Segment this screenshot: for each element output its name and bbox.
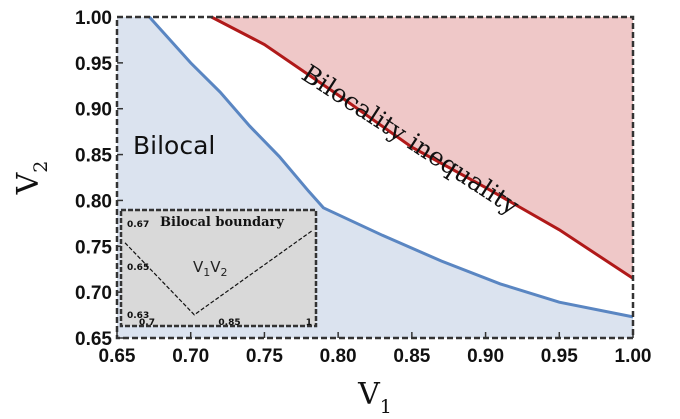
x-tick-label: 0.85 xyxy=(393,346,430,367)
y-axis-label: V2 xyxy=(11,161,52,196)
inset-ticks: 0.7 0.85 1 0.67 0.65 0.63 xyxy=(127,220,312,328)
inset-y-tick-label: 0.63 xyxy=(127,311,149,321)
inset-title: Bilocal boundary xyxy=(160,215,284,230)
inset-x-tick-label: 0.7 xyxy=(139,318,155,328)
inset-y-tick-label: 0.67 xyxy=(127,220,149,230)
inset-x-tick-label: 0.85 xyxy=(218,318,240,328)
inset-x-tick-label: 1 xyxy=(306,318,312,328)
bilocal-boundary-curve xyxy=(148,15,634,319)
x-tick-label: 0.80 xyxy=(320,346,357,367)
y-tick-label: 0.90 xyxy=(75,100,112,121)
y-tick-label: 0.85 xyxy=(75,146,112,167)
x-tick-label: 0.65 xyxy=(99,346,136,367)
x-axis-ticks: 0.65 0.70 0.75 0.80 0.85 0.90 0.95 1.00 xyxy=(99,332,652,367)
x-tick-label: 1.00 xyxy=(615,346,652,367)
y-tick-label: 0.75 xyxy=(75,237,112,258)
y-tick-label: 0.80 xyxy=(75,191,112,212)
y-tick-label: 1.00 xyxy=(75,8,112,29)
y-tick-label: 0.70 xyxy=(75,283,112,304)
y-axis-ticks: 0.65 0.70 0.75 0.80 0.85 0.90 0.95 1.00 xyxy=(75,8,123,350)
plot-frame xyxy=(115,15,635,340)
x-tick-label: 0.95 xyxy=(541,346,578,367)
inset-frame xyxy=(119,208,318,328)
inset-curve xyxy=(124,230,313,316)
y-tick-label: 0.65 xyxy=(75,329,112,350)
bilocality-inequality-region xyxy=(211,17,633,279)
x-axis-label: V1 xyxy=(357,377,392,418)
bilocality-inequality-curve xyxy=(210,15,634,280)
y-tick-label: 0.95 xyxy=(75,54,112,75)
inset-y-tick-label: 0.65 xyxy=(127,263,149,273)
bilocal-region-label: Bilocal xyxy=(133,131,215,160)
inset-expression: V1V2 xyxy=(193,258,228,279)
x-tick-label: 0.90 xyxy=(467,346,504,367)
x-tick-label: 0.75 xyxy=(246,346,283,367)
inset-chart: Bilocal boundary V1V2 0.7 0.85 10.670.650.… xyxy=(119,208,318,328)
x-tick-label: 0.70 xyxy=(172,346,209,367)
